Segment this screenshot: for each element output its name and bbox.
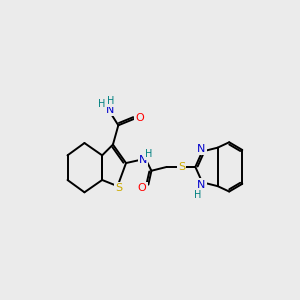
Text: S: S	[116, 183, 123, 193]
Text: N: N	[197, 144, 206, 154]
Text: H: H	[107, 96, 114, 106]
Text: H: H	[98, 99, 105, 109]
Text: O: O	[138, 184, 147, 194]
Text: H: H	[145, 149, 152, 159]
Text: N: N	[106, 105, 114, 115]
Text: N: N	[197, 180, 206, 190]
Text: O: O	[136, 112, 144, 123]
Text: S: S	[178, 162, 185, 172]
Text: H: H	[194, 190, 201, 200]
Text: N: N	[139, 155, 147, 165]
